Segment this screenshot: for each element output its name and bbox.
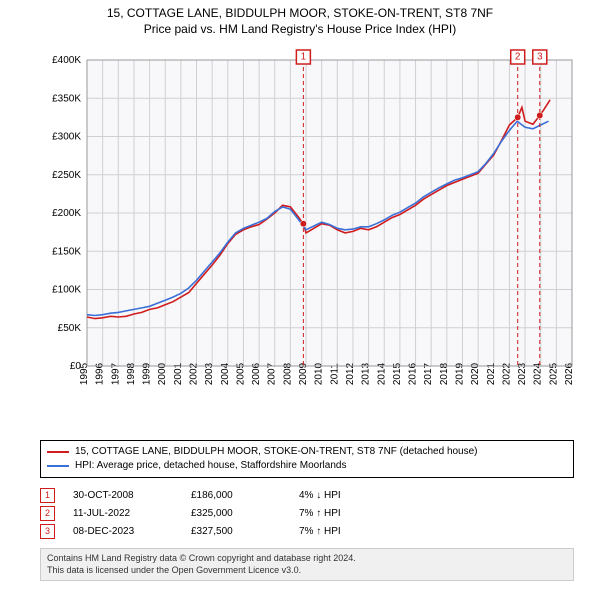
marker-number-box: 2 bbox=[40, 506, 55, 521]
title-line1: 15, COTTAGE LANE, BIDDULPH MOOR, STOKE-O… bbox=[0, 6, 600, 22]
svg-text:3: 3 bbox=[537, 52, 543, 63]
svg-text:£300K: £300K bbox=[52, 132, 81, 143]
svg-text:£100K: £100K bbox=[52, 285, 81, 296]
svg-text:2: 2 bbox=[515, 52, 521, 63]
marker-price: £327,500 bbox=[191, 526, 281, 537]
footer-line1: Contains HM Land Registry data © Crown c… bbox=[47, 553, 567, 565]
marker-date: 30-OCT-2008 bbox=[73, 490, 173, 501]
legend-label-1: 15, COTTAGE LANE, BIDDULPH MOOR, STOKE-O… bbox=[75, 445, 478, 459]
svg-text:£50K: £50K bbox=[58, 323, 82, 334]
svg-text:£400K: £400K bbox=[52, 55, 81, 66]
legend-swatch-2 bbox=[47, 465, 69, 467]
marker-price: £325,000 bbox=[191, 508, 281, 519]
footer-line2: This data is licensed under the Open Gov… bbox=[47, 565, 567, 577]
marker-price: £186,000 bbox=[191, 490, 281, 501]
marker-date: 11-JUL-2022 bbox=[73, 508, 173, 519]
title-line2: Price paid vs. HM Land Registry's House … bbox=[0, 22, 600, 38]
marker-number-box: 1 bbox=[40, 488, 55, 503]
svg-text:1: 1 bbox=[301, 52, 307, 63]
legend-box: 15, COTTAGE LANE, BIDDULPH MOOR, STOKE-O… bbox=[40, 440, 574, 478]
marker-date: 08-DEC-2023 bbox=[73, 526, 173, 537]
chart-svg: £0£50K£100K£150K£200K£250K£300K£350K£400… bbox=[52, 48, 582, 408]
legend-row-2: HPI: Average price, detached house, Staf… bbox=[47, 459, 567, 473]
legend-swatch-1 bbox=[47, 451, 69, 453]
svg-text:£200K: £200K bbox=[52, 208, 81, 219]
marker-pct: 7% ↑ HPI bbox=[299, 508, 399, 519]
marker-number-box: 3 bbox=[40, 524, 55, 539]
svg-text:£250K: £250K bbox=[52, 170, 81, 181]
marker-row: 2 11-JUL-2022 £325,000 7% ↑ HPI bbox=[40, 504, 560, 522]
legend-row-1: 15, COTTAGE LANE, BIDDULPH MOOR, STOKE-O… bbox=[47, 445, 567, 459]
marker-pct: 7% ↑ HPI bbox=[299, 526, 399, 537]
marker-row: 3 08-DEC-2023 £327,500 7% ↑ HPI bbox=[40, 522, 560, 540]
legend-label-2: HPI: Average price, detached house, Staf… bbox=[75, 459, 346, 473]
svg-text:£350K: £350K bbox=[52, 93, 81, 104]
svg-text:£150K: £150K bbox=[52, 246, 81, 257]
footer-box: Contains HM Land Registry data © Crown c… bbox=[40, 548, 574, 581]
marker-row: 1 30-OCT-2008 £186,000 4% ↓ HPI bbox=[40, 486, 560, 504]
chart-title: 15, COTTAGE LANE, BIDDULPH MOOR, STOKE-O… bbox=[0, 0, 600, 37]
marker-pct: 4% ↓ HPI bbox=[299, 490, 399, 501]
marker-legend: 1 30-OCT-2008 £186,000 4% ↓ HPI 2 11-JUL-2022… bbox=[40, 486, 560, 540]
